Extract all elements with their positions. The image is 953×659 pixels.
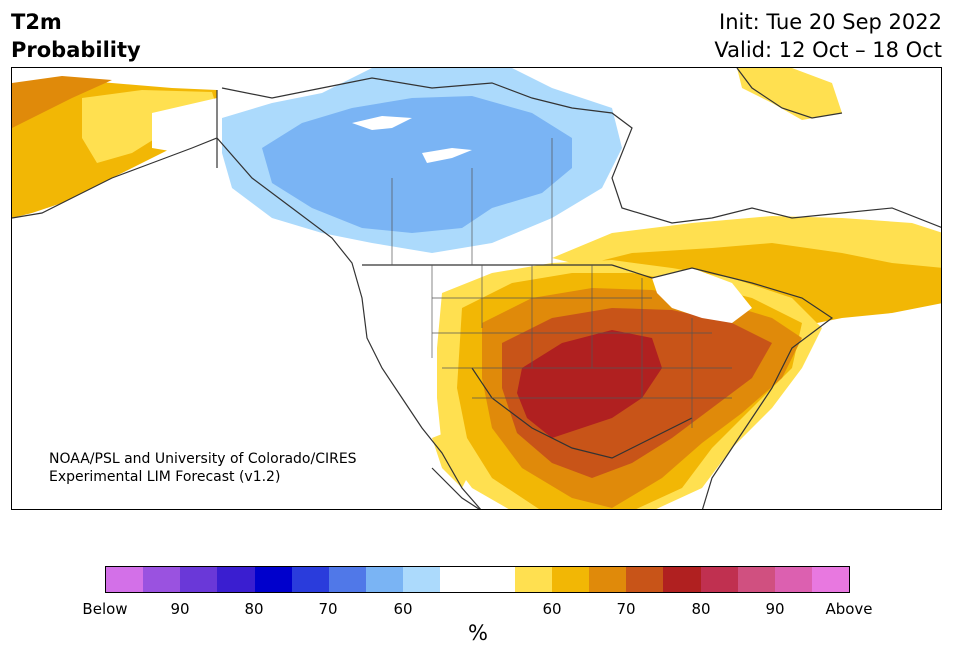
colorbar-tick-below-90: 90	[170, 600, 190, 618]
colorbar-cell	[589, 567, 627, 592]
colorbar-cell	[180, 567, 218, 592]
colorbar	[105, 566, 850, 593]
probability-map	[12, 68, 941, 509]
init-date: Init: Tue 20 Sep 2022	[719, 10, 942, 34]
great-lakes	[652, 268, 752, 323]
colorbar-tick-above-90: 90	[765, 600, 785, 618]
colorbar-cell	[440, 567, 478, 592]
alaska-orange-region	[12, 76, 112, 128]
alaska-white-interior	[152, 98, 217, 153]
colorbar-cell	[774, 567, 812, 592]
canada-mid-blue-region	[262, 96, 572, 233]
colorbar-cell	[254, 567, 292, 592]
coastlines	[12, 68, 941, 509]
us-red-region	[517, 330, 662, 438]
colorbar-unit-label: %	[468, 621, 488, 645]
colorbar-tick-above: Above	[825, 600, 873, 618]
forecast-dates: Init: Tue 20 Sep 2022 Valid: 12 Oct – 18…	[714, 8, 942, 64]
map-panel	[11, 67, 942, 510]
mexico-yellow-patch	[432, 428, 472, 488]
colorbar-cell	[291, 567, 329, 592]
colorbar-cell	[626, 567, 664, 592]
greenland-yellow-region	[737, 68, 842, 120]
colorbar-cell	[737, 567, 775, 592]
colorbar-cell	[811, 567, 850, 592]
valid-range: Valid: 12 Oct – 18 Oct	[714, 38, 942, 62]
colorbar-tick-below: Below	[82, 600, 128, 618]
credit-line-1: NOAA/PSL and University of Colorado/CIRE…	[49, 451, 357, 467]
colorbar-cell	[700, 567, 738, 592]
colorbar-cell	[477, 567, 515, 592]
colorbar-tick-below-60: 60	[393, 600, 413, 618]
colorbar-cell	[551, 567, 590, 592]
great-slave-lake	[422, 148, 472, 163]
title-line-1: T2m	[11, 10, 62, 34]
colorbar-cell	[143, 567, 181, 592]
colorbar-cell	[514, 567, 552, 592]
colorbar-cell	[106, 567, 144, 592]
colorbar-cell	[366, 567, 404, 592]
state-province-borders	[391, 138, 732, 428]
credit-text: NOAA/PSL and University of Colorado/CIRE…	[49, 450, 357, 486]
colorbar-cell	[403, 567, 441, 592]
credit-line-2: Experimental LIM Forecast (v1.2)	[49, 469, 281, 485]
colorbar-cell	[328, 567, 367, 592]
colorbar-cell	[217, 567, 255, 592]
map-title: T2m Probability	[11, 8, 141, 64]
hudson-bay-lake	[352, 116, 412, 130]
title-line-2: Probability	[11, 38, 141, 62]
colorbar-tick-above-70: 70	[616, 600, 636, 618]
colorbar-tick-above-80: 80	[691, 600, 711, 618]
colorbar-tick-below-70: 70	[318, 600, 338, 618]
colorbar-cell	[663, 567, 701, 592]
colorbar-tick-below-80: 80	[244, 600, 264, 618]
colorbar-tick-above-60: 60	[542, 600, 562, 618]
